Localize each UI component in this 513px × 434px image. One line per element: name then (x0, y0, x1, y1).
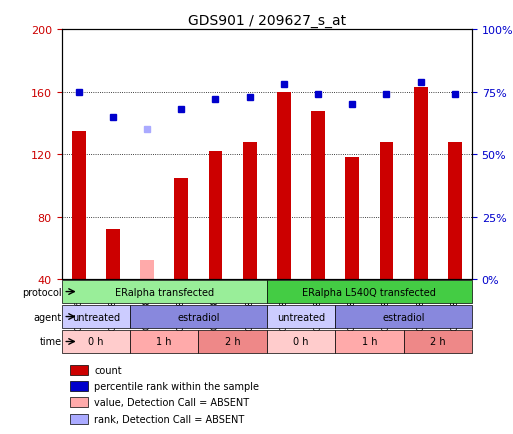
Text: ERalpha L540Q transfected: ERalpha L540Q transfected (303, 287, 436, 297)
Text: percentile rank within the sample: percentile rank within the sample (94, 381, 260, 391)
Text: 0 h: 0 h (293, 337, 309, 347)
FancyBboxPatch shape (267, 281, 472, 303)
FancyBboxPatch shape (267, 331, 335, 353)
FancyBboxPatch shape (335, 331, 404, 353)
Bar (174, 178, 188, 279)
Bar (311, 112, 325, 279)
Text: untreated: untreated (72, 312, 120, 322)
Text: 2 h: 2 h (225, 337, 241, 347)
Bar (70, 381, 88, 391)
Bar (277, 92, 291, 279)
FancyBboxPatch shape (404, 331, 472, 353)
Bar (70, 398, 88, 408)
Text: time: time (40, 337, 62, 347)
Title: GDS901 / 209627_s_at: GDS901 / 209627_s_at (188, 14, 346, 28)
FancyBboxPatch shape (62, 306, 130, 328)
Text: 2 h: 2 h (430, 337, 446, 347)
Bar (414, 88, 427, 279)
Bar (106, 230, 120, 279)
Text: estradiol: estradiol (382, 312, 425, 322)
Text: count: count (94, 365, 122, 375)
Text: 1 h: 1 h (362, 337, 377, 347)
Text: untreated: untreated (277, 312, 325, 322)
Text: 1 h: 1 h (156, 337, 172, 347)
FancyBboxPatch shape (130, 331, 199, 353)
Text: estradiol: estradiol (177, 312, 220, 322)
FancyBboxPatch shape (267, 306, 335, 328)
FancyBboxPatch shape (62, 331, 130, 353)
FancyBboxPatch shape (335, 306, 472, 328)
Bar (448, 142, 462, 279)
Bar (140, 261, 154, 279)
Bar (345, 158, 359, 279)
Text: ERalpha transfected: ERalpha transfected (114, 287, 214, 297)
FancyBboxPatch shape (62, 281, 267, 303)
Text: protocol: protocol (22, 287, 62, 297)
Text: value, Detection Call = ABSENT: value, Detection Call = ABSENT (94, 398, 249, 408)
Bar (380, 142, 393, 279)
FancyBboxPatch shape (130, 306, 267, 328)
Bar (70, 414, 88, 424)
Bar (209, 152, 222, 279)
Bar (243, 142, 256, 279)
Text: agent: agent (33, 312, 62, 322)
Text: 0 h: 0 h (88, 337, 104, 347)
Text: rank, Detection Call = ABSENT: rank, Detection Call = ABSENT (94, 414, 245, 424)
FancyBboxPatch shape (199, 331, 267, 353)
Bar (70, 365, 88, 375)
Bar (72, 132, 86, 279)
